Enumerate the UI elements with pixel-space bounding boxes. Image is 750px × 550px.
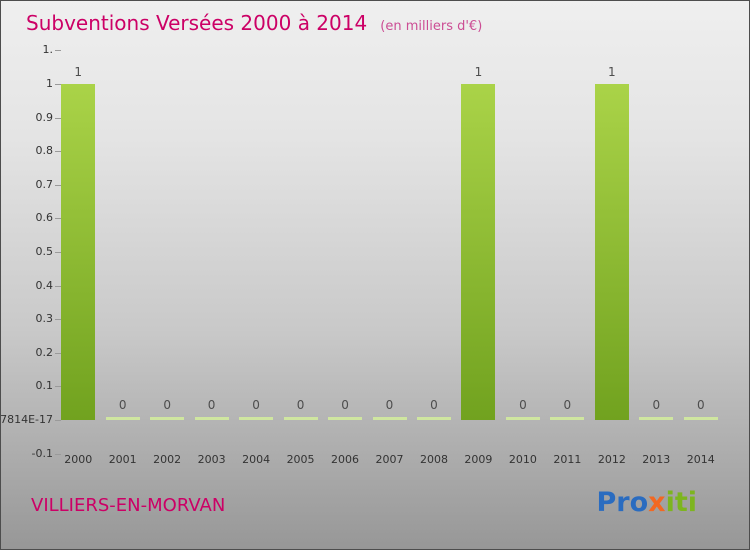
bar-value-label: 0 [296,398,305,412]
y-tick-label: 0.2 [35,345,54,359]
x-tick-label: 2007 [375,453,404,466]
bar-value-label: 0 [652,398,661,412]
bar-value-label: 0 [563,398,572,412]
bar [594,84,629,420]
y-tick-mark [55,117,61,119]
y-tick-label: 0.3 [35,312,54,326]
y-tick-label: 0.1 [35,379,54,393]
x-tick-label: 2011 [553,453,582,466]
x-tick-label: 2010 [508,453,537,466]
x-tick-label: 2002 [153,453,182,466]
y-tick-mark [55,453,61,455]
bar-value-label: 1 [608,65,616,79]
y-tick-mark [55,151,61,153]
bar-value-label: 0 [430,398,438,412]
y-tick-label: 0.4 [35,278,54,292]
x-tick-label: 2006 [331,453,360,466]
x-tick-label: 2003 [197,453,226,466]
bar-value-label: 0 [341,398,349,412]
x-tick-label: 2004 [242,453,271,466]
y-tick-label: 0.8 [35,144,54,158]
logo-part: x [648,487,666,518]
y-tick-label: 0.7 [35,177,54,191]
x-tick-label: 2009 [464,453,493,466]
bar-value-label: 0 [519,398,527,412]
logo-part: Pro [596,487,649,518]
bar [61,84,96,420]
zero-bar [328,417,363,420]
bar-value-label: 0 [385,398,394,412]
y-tick-label: 07814E-17 [0,413,53,426]
bar-value-label: 0 [163,398,171,412]
x-tick-label: 2008 [419,453,448,466]
zero-bar [239,417,274,420]
zero-bar [416,417,451,420]
y-tick-mark [55,50,61,52]
x-tick-label: 2014 [686,453,715,466]
y-tick-mark [55,319,61,321]
y-tick-label: -0.1 [31,446,53,460]
y-tick-mark [55,84,61,85]
bar [461,84,496,420]
bar-value-label: 0 [207,398,216,412]
zero-bar [150,417,185,420]
x-tick-label: 2005 [286,453,315,466]
bar-value-label: 1 [74,65,83,79]
commune-name: VILLIERS-EN-MORVAN [31,495,226,516]
zero-bar [372,417,407,420]
y-tick-label: 1. [42,43,54,57]
zero-bar [683,417,718,420]
chart-subtitle: (en milliers d'€) [380,19,483,34]
y-tick-label: 0.5 [35,245,54,258]
logo-part: iti [665,487,697,518]
zero-bar [105,417,140,420]
x-tick-label: 2012 [597,453,626,466]
chart-title: Subventions Versées 2000 à 2014 [26,11,368,35]
zero-bar [550,417,585,420]
y-tick-mark [55,352,61,354]
y-tick-label: 0.9 [35,110,54,124]
zero-bar [639,417,674,420]
y-tick-label: 0.6 [35,211,54,225]
bar-value-label: 0 [696,398,705,412]
chart-header: Subventions Versées 2000 à 2014 (en mill… [26,11,482,35]
y-tick-mark [55,184,61,186]
y-tick-mark [55,285,61,287]
zero-bar [283,417,318,420]
zero-bar [194,417,229,420]
bar-value-label: 1 [474,65,483,79]
y-tick-mark [55,252,61,253]
bar-value-label: 0 [118,398,127,412]
x-tick-label: 2000 [64,453,93,466]
zero-bar [505,417,540,420]
x-tick-label: 2001 [108,453,137,466]
proxiti-logo: Proxiti [597,487,698,518]
y-tick-mark [55,420,61,421]
bar-value-label: 0 [252,398,260,412]
x-tick-label: 2013 [642,453,671,466]
y-tick-label: 1 [46,77,53,90]
y-tick-mark [55,218,61,220]
y-tick-mark [55,386,61,388]
